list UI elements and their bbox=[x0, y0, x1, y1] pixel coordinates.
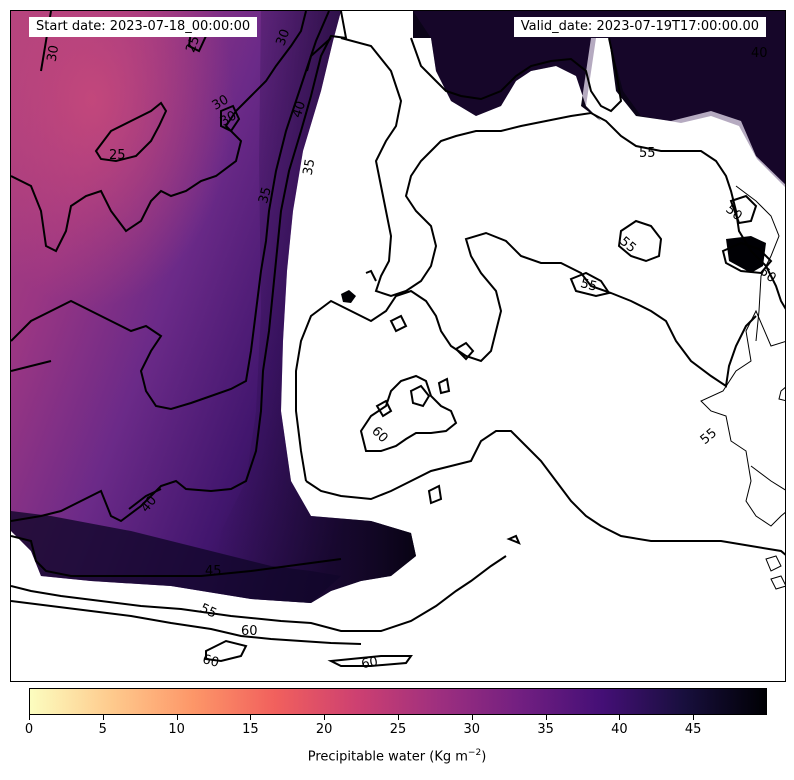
contour-label: 35 bbox=[256, 185, 275, 205]
contour-label: 30 bbox=[210, 92, 232, 113]
colorbar-tick-label: 10 bbox=[168, 722, 185, 737]
valid-date-label: Valid_date: 2023-07-19T17:00:00.00 bbox=[513, 17, 766, 37]
contour-label: 55 bbox=[639, 146, 656, 161]
contour-label: 55 bbox=[579, 276, 599, 295]
colorbar-tick-mark bbox=[29, 715, 30, 720]
colorbar-title-exponent: −2 bbox=[467, 748, 482, 758]
contour-label: 30 bbox=[218, 108, 240, 129]
start-date-label: Start date: 2023-07-18_00:00:00 bbox=[29, 17, 258, 37]
contour-label: 35 bbox=[301, 158, 319, 177]
contour-label: 60 bbox=[368, 424, 390, 446]
colorbar-tick-label: 35 bbox=[537, 722, 554, 737]
precipitable-water-map: 25 25 30 30 30 30 35 35 40 40 40 45 50 5… bbox=[11, 11, 785, 672]
colorbar-ticks: 0 5 10 15 20 25 30 35 40 45 bbox=[25, 715, 767, 737]
colorbar-title-main: Precipitable water (Kg m bbox=[307, 749, 468, 765]
colorbar-title-end: ) bbox=[481, 749, 487, 765]
colorbar-tick-mark bbox=[398, 715, 399, 720]
colorbar-tick-label: 0 bbox=[24, 722, 34, 737]
colorbar-tick-mark bbox=[693, 715, 695, 720]
colorbar-tick-label: 5 bbox=[98, 722, 107, 737]
colorbar-tick-mark bbox=[619, 715, 621, 720]
colorbar-tick-label: 15 bbox=[242, 722, 259, 737]
field-northeast bbox=[413, 11, 785, 185]
contour-label: 40 bbox=[751, 46, 768, 61]
contour-label: 55 bbox=[698, 426, 720, 448]
contour-label: 30 bbox=[274, 27, 294, 48]
contour-label: 30 bbox=[45, 44, 63, 63]
map-panel: 25 25 30 30 30 30 35 35 40 40 40 45 50 5… bbox=[10, 10, 786, 682]
colorbar-tick-mark bbox=[176, 715, 178, 720]
contour-label-group: 25 25 30 30 30 30 35 35 40 40 40 45 50 5… bbox=[45, 27, 779, 672]
contour-label: 25 bbox=[109, 148, 126, 163]
colorbar-tick-label: 30 bbox=[463, 722, 481, 737]
colorbar-title: Precipitable water (Kg m−2) bbox=[0, 748, 794, 764]
colorbar-tick-label: 45 bbox=[684, 722, 702, 737]
colorbar-tick-label: 20 bbox=[315, 722, 333, 737]
colorbar-tick-mark bbox=[545, 715, 547, 720]
contour-label: 60 bbox=[360, 655, 379, 673]
contour-lines bbox=[11, 11, 785, 667]
contour-label: 45 bbox=[205, 564, 222, 579]
contour-label: 40 bbox=[290, 99, 309, 119]
colorbar-tick-mark bbox=[324, 715, 326, 720]
contour-label: 60 bbox=[201, 652, 221, 671]
contour-label: 55 bbox=[198, 601, 219, 622]
colorbar-tick-label: 25 bbox=[389, 722, 407, 737]
colorbar-tick-mark bbox=[471, 715, 473, 720]
colorbar-tick-mark bbox=[102, 715, 104, 720]
contour-label: 50 bbox=[722, 202, 744, 224]
colorbar-tick-label: 40 bbox=[611, 722, 628, 737]
colorbar bbox=[29, 688, 767, 715]
contour-label: 25 bbox=[183, 34, 203, 55]
land-outline bbox=[700, 185, 785, 590]
colorbar-tick-mark bbox=[250, 715, 252, 720]
contour-label: 60 bbox=[241, 624, 258, 639]
